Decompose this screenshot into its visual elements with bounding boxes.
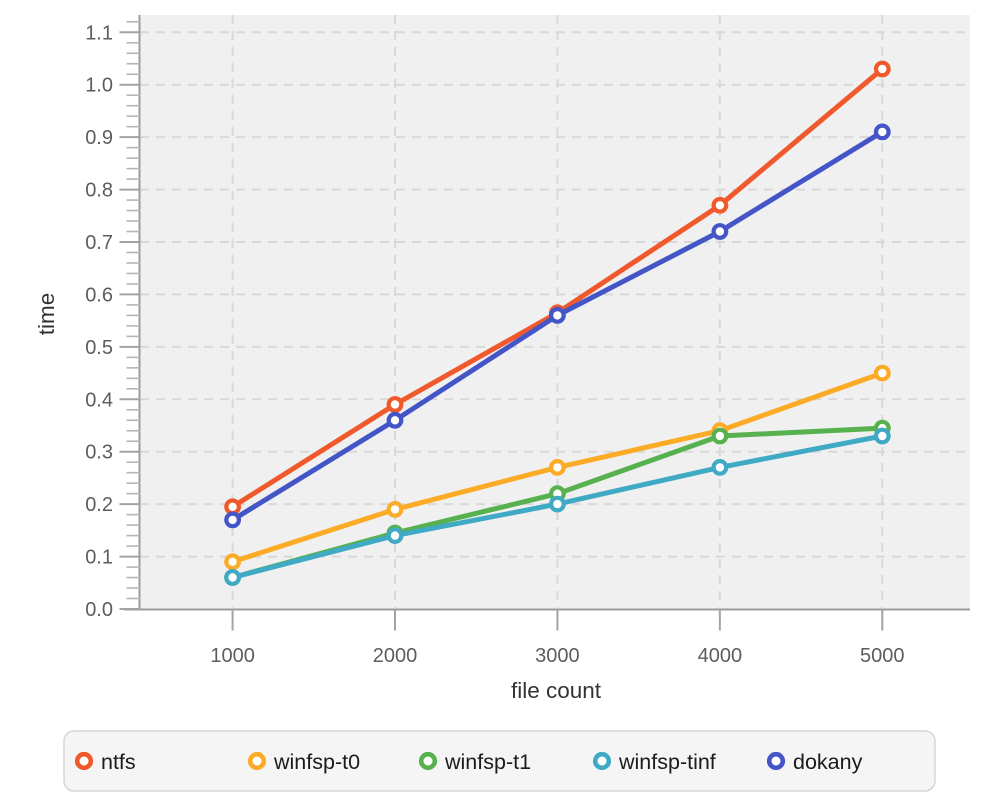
data-point-winfsp-t0 xyxy=(386,501,404,518)
y-axis-title: time xyxy=(34,293,59,336)
x-tick-label: 1000 xyxy=(210,645,255,667)
legend-marker-dokany xyxy=(766,751,786,771)
data-point-dokany xyxy=(549,307,566,324)
series-layer xyxy=(224,60,891,586)
data-point-dokany xyxy=(386,411,404,429)
legend-box xyxy=(63,730,936,792)
y-tick-label: 0.7 xyxy=(85,232,113,254)
data-point-winfsp-tinf xyxy=(386,527,404,544)
x-tick-label: 2000 xyxy=(373,645,418,667)
data-point-winfsp-tinf xyxy=(549,495,566,513)
y-tick-label: 0.3 xyxy=(85,442,113,464)
gridlines-layer xyxy=(140,15,970,608)
data-point-winfsp-tinf xyxy=(711,459,729,476)
legend-label-dokany: dokany xyxy=(793,750,863,774)
y-tick-label: 1.0 xyxy=(85,75,113,97)
legend-label-winfsp-t1: winfsp-t1 xyxy=(444,750,531,774)
data-point-ntfs xyxy=(711,196,729,214)
legend-label-winfsp-tinf: winfsp-tinf xyxy=(618,750,716,774)
axes-layer: 0.0 0.1 0.2 0.3 0.4 0.5 0.6 0.7 0.8 0.9 1.0 1.1 1000… xyxy=(85,15,970,667)
y-tick-label: 0.8 xyxy=(85,180,113,202)
data-point-ntfs xyxy=(224,498,242,516)
legend-label-ntfs: ntfs xyxy=(101,750,136,774)
data-point-dokany xyxy=(224,511,242,529)
y-tick-label: 1.1 xyxy=(85,22,113,44)
data-point-winfsp-tinf xyxy=(224,569,242,586)
y-tick-label: 0.0 xyxy=(85,599,113,621)
y-tick-label: 0.5 xyxy=(85,337,113,359)
y-tick-label: 0.6 xyxy=(85,284,113,306)
data-point-dokany xyxy=(873,123,891,141)
x-tick-label: 3000 xyxy=(535,645,580,667)
legend-marker-winfsp-t0 xyxy=(247,751,267,771)
data-point-winfsp-t1 xyxy=(711,427,729,445)
data-point-ntfs xyxy=(386,396,404,413)
data-point-winfsp-t0 xyxy=(224,553,242,571)
data-point-winfsp-tinf xyxy=(873,427,891,445)
data-point-winfsp-t0 xyxy=(873,364,891,382)
legend-marker-winfsp-tinf xyxy=(592,751,612,771)
x-tick-label: 4000 xyxy=(698,645,743,667)
legend-marker-ntfs xyxy=(74,751,94,771)
legend-label-winfsp-t0: winfsp-t0 xyxy=(273,750,360,774)
legend: ntfs winfsp-t0 winfsp-t1 winfsp-tinf dokany xyxy=(63,730,936,792)
data-point-dokany xyxy=(711,223,729,240)
y-tick-label: 0.2 xyxy=(85,494,113,516)
x-tick-label: 5000 xyxy=(860,645,905,667)
y-tick-label: 0.4 xyxy=(85,389,113,411)
y-tick-label: 0.1 xyxy=(85,547,113,569)
data-point-ntfs xyxy=(873,60,891,78)
data-point-winfsp-t0 xyxy=(549,459,566,476)
legend-marker-winfsp-t1 xyxy=(418,751,438,771)
x-axis-title: file count xyxy=(511,678,602,703)
y-tick-label: 0.9 xyxy=(85,127,113,149)
